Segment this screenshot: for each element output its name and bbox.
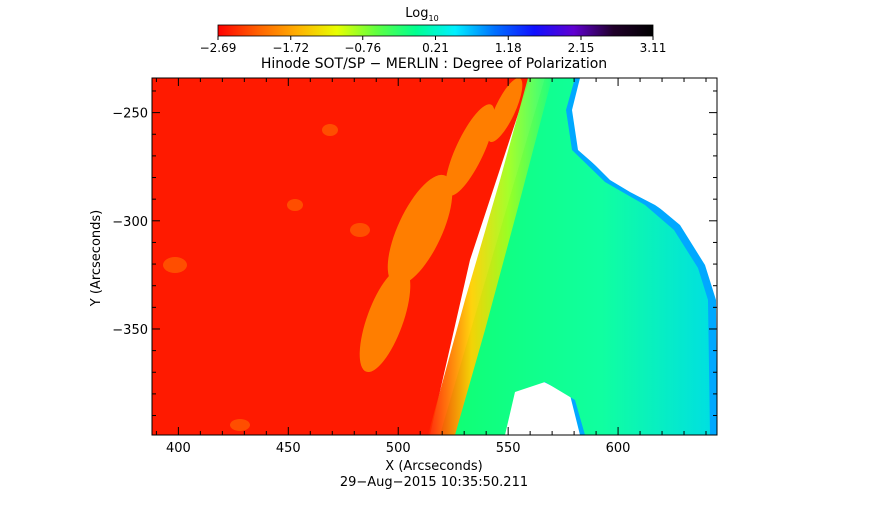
colorbar-tick-label: −1.72 <box>272 41 309 55</box>
region-disk <box>152 78 530 435</box>
colorbar-tick-label: 3.11 <box>640 41 667 55</box>
y-tick-label: −300 <box>112 215 148 230</box>
x-tick-label: 500 <box>386 441 411 456</box>
colorbar-tick-label: 2.15 <box>568 41 595 55</box>
x-tick-label: 600 <box>606 441 631 456</box>
colorbar-gradient <box>217 24 654 37</box>
colorbar-label-subscript: 10 <box>429 14 439 23</box>
chart-title: Hinode SOT/SP − MERLIN : Degree of Polar… <box>261 56 607 72</box>
disk-bright-structures <box>359 78 523 373</box>
y-axis-ticks: −250 −300 −350 <box>112 90 717 417</box>
colorbar-tick-label: 0.21 <box>422 41 449 55</box>
y-tick-label: −250 <box>112 107 148 122</box>
x-tick-label: 400 <box>166 441 191 456</box>
x-axis-label: X (Arcseconds) <box>385 459 482 474</box>
region-no-data-upper <box>582 78 717 255</box>
timestamp: 29−Aug−2015 10:35:50.211 <box>340 475 528 490</box>
y-tick-label: −350 <box>112 323 148 338</box>
x-tick-label: 550 <box>496 441 521 456</box>
y-axis-label: Y (Arcseconds) <box>89 210 104 307</box>
colorbar-tick-label: −0.76 <box>344 41 381 55</box>
x-axis-ticks: 400 450 500 550 600 <box>155 78 707 456</box>
heatmap-image <box>152 78 717 435</box>
region-limb-transition <box>428 78 552 435</box>
region-off-limb <box>440 78 710 435</box>
colorbar-ticks: −2.69 −1.72 −0.76 0.21 1.18 2.15 3.11 <box>200 36 667 55</box>
disk-faint-structures <box>163 124 370 431</box>
x-tick-label: 450 <box>276 441 301 456</box>
colorbar-label: Log10 <box>405 6 438 23</box>
plot-frame <box>151 77 718 436</box>
colorbar: Log10 −2.69 −1.72 −0.76 0.21 1.18 2.15 3.11 <box>200 6 667 55</box>
region-no-data-lower <box>512 392 566 435</box>
colorbar-tick-label: 1.18 <box>495 41 522 55</box>
colorbar-tick-label: −2.69 <box>200 41 237 55</box>
